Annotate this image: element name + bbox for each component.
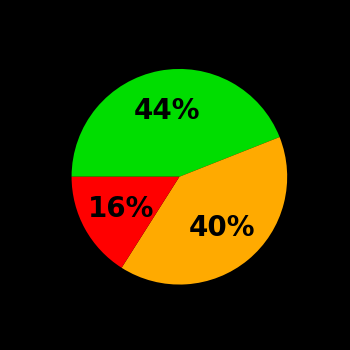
Text: 44%: 44%	[134, 97, 200, 125]
Text: 40%: 40%	[189, 214, 255, 242]
Wedge shape	[71, 177, 179, 268]
Text: 16%: 16%	[88, 195, 154, 223]
Wedge shape	[121, 137, 287, 285]
Wedge shape	[71, 69, 280, 177]
